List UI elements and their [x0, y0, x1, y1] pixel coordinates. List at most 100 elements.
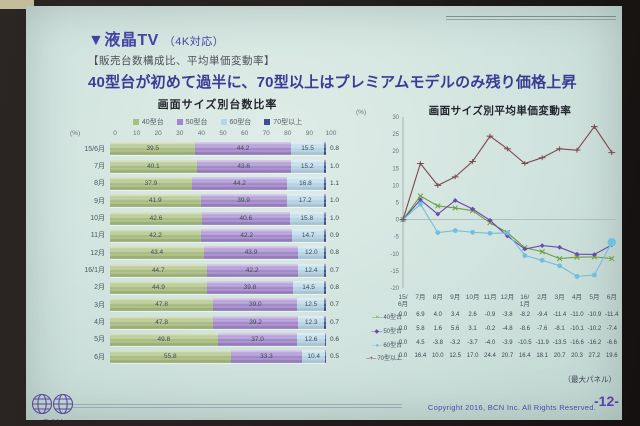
photo-corner-glow [0, 0, 34, 9]
axis-label: 16/ 1月 [519, 294, 530, 309]
segment-value: 43.9 [244, 249, 258, 257]
bar-row: 9月 41.9 39.9 17.2 1.0 [56, 192, 356, 209]
data-point [592, 272, 597, 278]
segment-value: 1.0 [330, 197, 340, 205]
segment-value: 12.5 [304, 301, 318, 309]
table-value: 3.4 [451, 312, 460, 318]
segment-value: 0.8 [330, 249, 340, 257]
segment-value: 39.0 [249, 301, 262, 309]
axis-label: 12月 [500, 294, 515, 301]
y-tick-label: 25 [392, 132, 399, 138]
bar-track: 40.1 43.6 15.2 [110, 159, 326, 173]
table-value: 0.0 [398, 353, 408, 360]
table-value: 12.5 [449, 353, 462, 360]
slide: ▼液晶TV （4K対応） 【販売台数構成比、平均単価変動率】 40型台が初めて過… [26, 6, 622, 420]
axis-tick: 0 [113, 130, 117, 137]
bar-segment: 17.2 [286, 194, 324, 208]
table-value: 17.0 [466, 353, 479, 360]
segment-value: 12.0 [305, 249, 318, 257]
bar-segment: 41.9 [110, 194, 201, 208]
bar-track: 42.2 42.2 14.7 [110, 228, 326, 242]
category-label: 2月 [94, 284, 105, 292]
segment-value: 33.3 [260, 353, 273, 361]
bar-segment: 44.9 [110, 280, 207, 294]
bar-row: 7月 40.1 43.6 15.2 1.0 [56, 157, 356, 174]
legend-marker: ─◆─ [371, 328, 382, 335]
table-value: 4.0 [433, 312, 442, 318]
category-label: 12月 [90, 249, 105, 257]
bar-chart-rows: 15/6月 39.5 44.2 15.5 0.8 7月 40.1 43.6 15.2 1.0 8月 3… [56, 140, 356, 365]
bar-row: 12月 43.4 43.9 12.0 0.8 [56, 244, 356, 261]
table-value: 20.7 [553, 353, 566, 360]
page-number: -12- [594, 393, 619, 409]
line-series [402, 125, 613, 220]
bar-segment: 39.2 [213, 315, 298, 329]
legend-marker: ─●─ [372, 342, 382, 349]
bar-segment: 39.5 [110, 142, 196, 156]
data-point [505, 230, 510, 236]
table-value: 2.6 [468, 312, 477, 318]
table-row-label: ─◆─ 50型台 [340, 326, 402, 335]
chart-note: （最大パネル） [563, 375, 617, 384]
table-value: -10.5 [517, 339, 532, 346]
bar-segment: 47.8 [110, 298, 214, 312]
table-value: -16.6 [570, 339, 584, 346]
segment-value: 44.7 [151, 266, 165, 274]
bar-segment [323, 211, 326, 225]
bar-chart-legend: 40型台 50型台 60型台 70型以上 [80, 117, 355, 127]
slide-headline: 40型台が初めて過半に、70型以上はプレミアムモデルのみ残り価格上昇 [88, 74, 577, 91]
data-point [417, 161, 424, 166]
globe-icons [31, 393, 74, 415]
bar-segment [324, 280, 326, 294]
segment-value: 15.2 [300, 162, 314, 170]
axis-label: 3月 [554, 294, 565, 301]
table-value: 16.4 [518, 353, 531, 360]
table-value: -8.1 [554, 325, 565, 332]
bar-segment: 40.6 [202, 211, 290, 225]
table-value: 20.3 [571, 353, 583, 360]
data-point [539, 243, 545, 248]
bar-segment: 40.1 [110, 159, 197, 173]
table-value: -11.4 [605, 312, 619, 318]
axis-tick: 100 [325, 130, 337, 137]
segment-value: 39.2 [249, 318, 262, 326]
category-label: 16/1月 [84, 267, 105, 275]
category-label: 8月 [94, 180, 105, 188]
bar-row: 3月 47.8 39.0 12.5 0.7 [56, 296, 356, 313]
legend-swatch [264, 119, 271, 125]
data-point [556, 146, 563, 152]
segment-value: 0.6 [330, 335, 340, 343]
bar-segment: 10.4 [302, 350, 325, 364]
segment-value: 42.2 [149, 231, 162, 239]
axis-unit-label: (%) [70, 130, 81, 137]
footer-divider [72, 404, 402, 408]
bar-track: 47.8 39.0 12.5 [110, 298, 326, 312]
category-label: 7月 [94, 163, 105, 171]
legend-swatch [176, 119, 183, 125]
segment-value: 42.2 [240, 231, 254, 239]
legend-item: 60型台 [220, 117, 251, 127]
segment-value: 39.8 [243, 283, 257, 291]
bar-segment: 15.5 [290, 142, 325, 156]
y-tick-label: -15 [390, 269, 399, 275]
segment-value: 15.8 [300, 214, 314, 222]
data-point [435, 230, 441, 235]
table-value: -8.6 [519, 325, 530, 332]
data-point [591, 124, 598, 129]
segment-value: 0.8 [330, 145, 340, 153]
y-tick-label: 10 [392, 183, 399, 189]
bar-segment: 39.8 [206, 280, 293, 294]
bar-segment [324, 228, 326, 242]
axis-label: 4月 [571, 294, 583, 301]
bar-segment: 44.7 [110, 263, 207, 277]
segment-value: 47.8 [155, 301, 168, 309]
data-point [486, 133, 494, 139]
bar-row: 16/1月 44.7 42.2 12.4 0.7 [56, 261, 356, 278]
bar-segment: 39.0 [213, 298, 298, 312]
slide-title: ▼液晶TV （4K対応） [88, 26, 608, 50]
bar-segment: 43.4 [110, 246, 204, 260]
slide-title-text: ▼液晶TV [88, 32, 159, 49]
table-value: 5.6 [451, 325, 460, 332]
axis-tick: 80 [284, 130, 292, 137]
axis-label: 5月 [589, 294, 600, 301]
